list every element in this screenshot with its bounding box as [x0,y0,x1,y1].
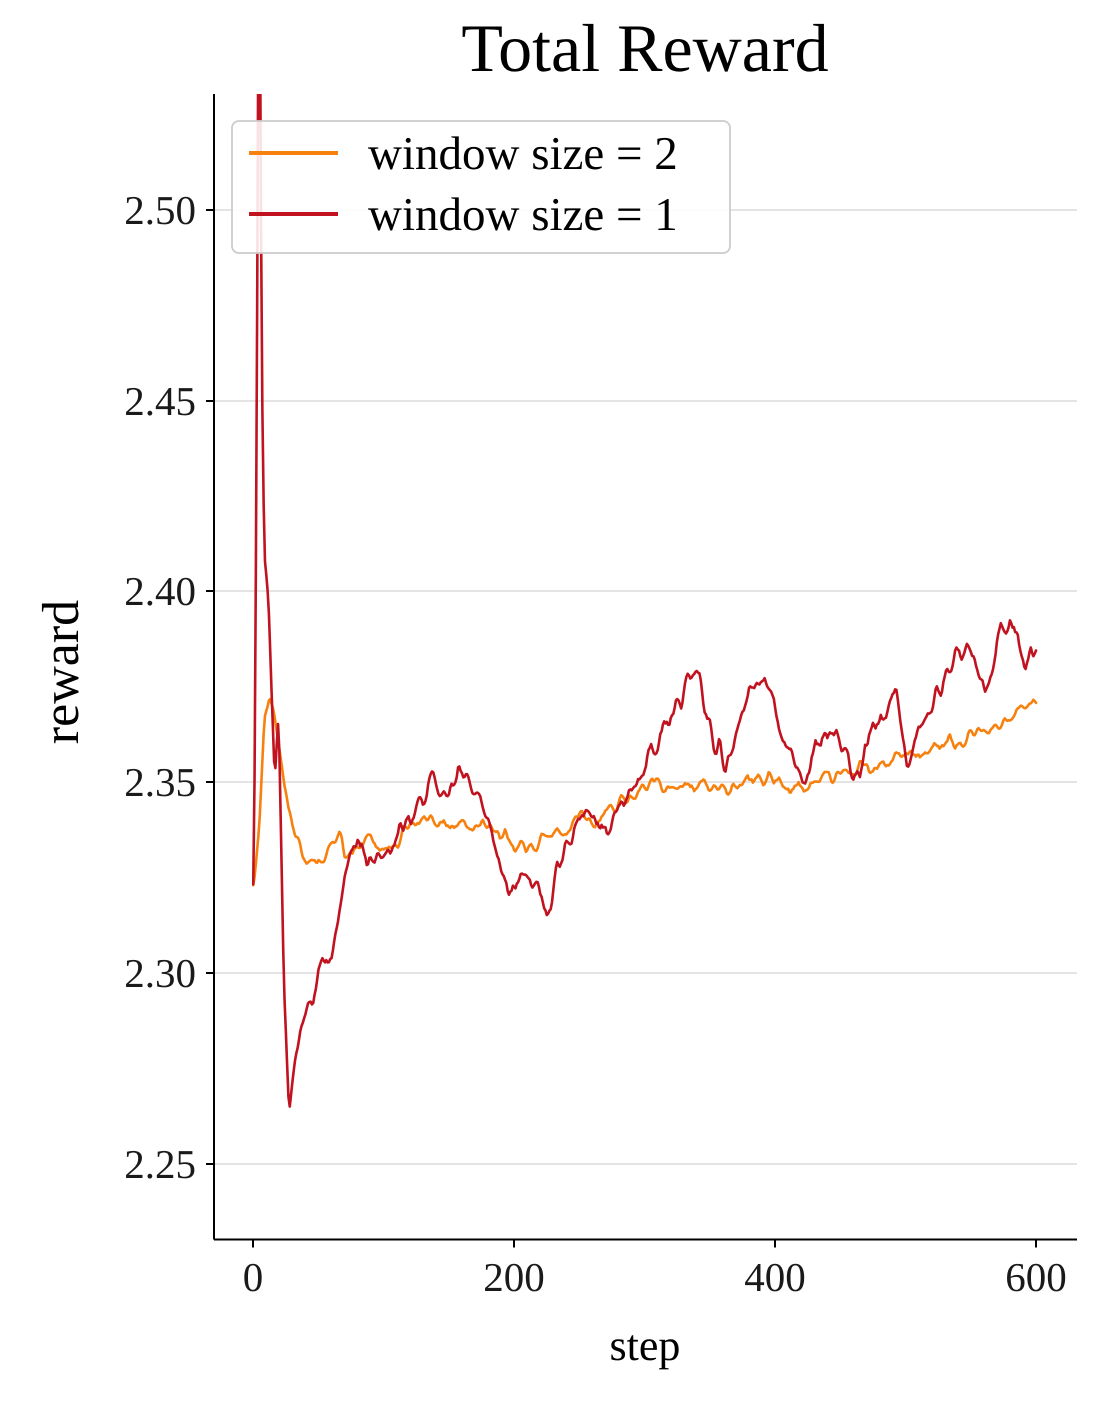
svg-text:2.40: 2.40 [124,568,196,614]
svg-text:window size = 1: window size = 1 [368,189,678,241]
svg-text:400: 400 [744,1254,806,1300]
svg-text:0: 0 [243,1254,264,1300]
svg-text:window size = 2: window size = 2 [368,128,678,180]
svg-text:2.45: 2.45 [124,378,196,424]
svg-text:600: 600 [1005,1254,1067,1300]
svg-text:reward: reward [33,600,90,744]
svg-text:2.30: 2.30 [124,950,196,996]
svg-text:2.25: 2.25 [124,1141,196,1187]
svg-text:2.35: 2.35 [124,759,196,805]
svg-text:2.50: 2.50 [124,187,196,233]
svg-text:Total Reward: Total Reward [461,10,828,86]
svg-text:step: step [610,1321,681,1370]
svg-text:200: 200 [483,1254,545,1300]
